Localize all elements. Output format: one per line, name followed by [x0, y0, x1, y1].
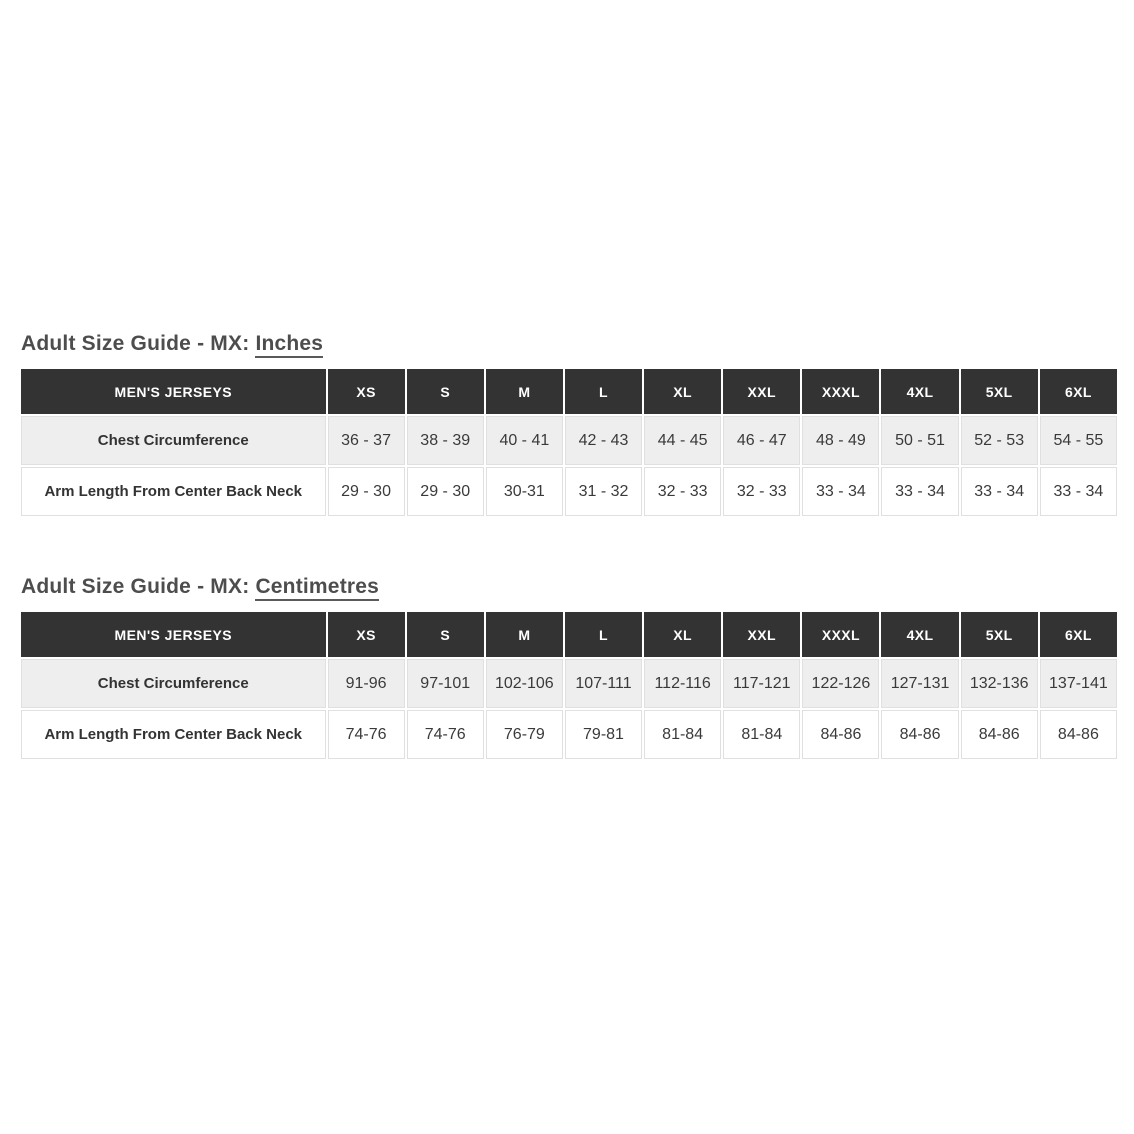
- size-guide-content: Adult Size Guide - MX: Inches MEN'S JERS…: [19, 332, 1119, 761]
- cell-value: 76-79: [485, 710, 563, 759]
- column-header-s: S: [406, 612, 484, 657]
- column-header-xxl: XXL: [723, 369, 801, 414]
- cell-value: 38 - 39: [406, 416, 484, 465]
- cell-value: 32 - 33: [723, 467, 801, 516]
- cell-value: 84-86: [881, 710, 959, 759]
- cell-value: 33 - 34: [802, 467, 880, 516]
- section-title-unit: Inches: [255, 332, 324, 358]
- cell-value: 40 - 41: [485, 416, 563, 465]
- row-label: Arm Length From Center Back Neck: [21, 467, 326, 516]
- cell-value: 74-76: [406, 710, 484, 759]
- size-guide-section-inches: Adult Size Guide - MX: Inches MEN'S JERS…: [19, 332, 1119, 518]
- section-title-unit: Centimetres: [255, 575, 380, 601]
- column-header-4xl: 4XL: [881, 369, 959, 414]
- cell-value: 33 - 34: [881, 467, 959, 516]
- column-header-6xl: 6XL: [1039, 369, 1117, 414]
- cell-value: 31 - 32: [564, 467, 643, 516]
- column-header-xs: XS: [327, 612, 405, 657]
- column-header-4xl: 4XL: [881, 612, 959, 657]
- cell-value: 46 - 47: [723, 416, 801, 465]
- table-row-chest: Chest Circumference 91-96 97-101 102-106…: [21, 659, 1117, 708]
- cell-value: 33 - 34: [960, 467, 1038, 516]
- column-header-xxxl: XXXL: [802, 369, 880, 414]
- column-header-l: L: [564, 612, 643, 657]
- cell-value: 84-86: [960, 710, 1038, 759]
- cell-value: 36 - 37: [327, 416, 405, 465]
- cell-value: 81-84: [723, 710, 801, 759]
- cell-value: 137-141: [1039, 659, 1117, 708]
- table-header-row: MEN'S JERSEYS XS S M L XL XXL XXXL 4XL 5…: [21, 612, 1117, 657]
- cell-value: 29 - 30: [327, 467, 405, 516]
- section-title-inches: Adult Size Guide - MX: Inches: [21, 332, 1119, 358]
- cell-value: 30-31: [485, 467, 563, 516]
- column-header-xl: XL: [644, 612, 722, 657]
- cell-value: 97-101: [406, 659, 484, 708]
- column-header-mens-jerseys: MEN'S JERSEYS: [21, 612, 326, 657]
- size-table-inches: MEN'S JERSEYS XS S M L XL XXL XXXL 4XL 5…: [19, 367, 1119, 518]
- column-header-6xl: 6XL: [1039, 612, 1117, 657]
- cell-value: 132-136: [960, 659, 1038, 708]
- cell-value: 48 - 49: [802, 416, 880, 465]
- row-label: Chest Circumference: [21, 659, 326, 708]
- column-header-xs: XS: [327, 369, 405, 414]
- row-label: Arm Length From Center Back Neck: [21, 710, 326, 759]
- cell-value: 79-81: [564, 710, 643, 759]
- row-label: Chest Circumference: [21, 416, 326, 465]
- cell-value: 54 - 55: [1039, 416, 1117, 465]
- cell-value: 84-86: [1039, 710, 1117, 759]
- cell-value: 52 - 53: [960, 416, 1038, 465]
- cell-value: 44 - 45: [644, 416, 722, 465]
- cell-value: 33 - 34: [1039, 467, 1117, 516]
- cell-value: 122-126: [802, 659, 880, 708]
- section-title-centimetres: Adult Size Guide - MX: Centimetres: [21, 575, 1119, 601]
- size-guide-section-centimetres: Adult Size Guide - MX: Centimetres MEN'S…: [19, 575, 1119, 761]
- section-title-prefix: Adult Size Guide - MX:: [21, 575, 256, 598]
- section-title-prefix: Adult Size Guide - MX:: [21, 332, 256, 355]
- cell-value: 50 - 51: [881, 416, 959, 465]
- column-header-s: S: [406, 369, 484, 414]
- table-row-chest: Chest Circumference 36 - 37 38 - 39 40 -…: [21, 416, 1117, 465]
- column-header-m: M: [485, 369, 563, 414]
- column-header-xl: XL: [644, 369, 722, 414]
- cell-value: 84-86: [802, 710, 880, 759]
- column-header-m: M: [485, 612, 563, 657]
- column-header-l: L: [564, 369, 643, 414]
- column-header-5xl: 5XL: [960, 612, 1038, 657]
- table-row-arm-length: Arm Length From Center Back Neck 74-76 7…: [21, 710, 1117, 759]
- cell-value: 117-121: [723, 659, 801, 708]
- cell-value: 127-131: [881, 659, 959, 708]
- cell-value: 112-116: [644, 659, 722, 708]
- cell-value: 81-84: [644, 710, 722, 759]
- column-header-mens-jerseys: MEN'S JERSEYS: [21, 369, 326, 414]
- cell-value: 32 - 33: [644, 467, 722, 516]
- column-header-5xl: 5XL: [960, 369, 1038, 414]
- table-header-row: MEN'S JERSEYS XS S M L XL XXL XXXL 4XL 5…: [21, 369, 1117, 414]
- cell-value: 91-96: [327, 659, 405, 708]
- cell-value: 29 - 30: [406, 467, 484, 516]
- cell-value: 74-76: [327, 710, 405, 759]
- column-header-xxxl: XXXL: [802, 612, 880, 657]
- cell-value: 102-106: [485, 659, 563, 708]
- cell-value: 107-111: [564, 659, 643, 708]
- table-row-arm-length: Arm Length From Center Back Neck 29 - 30…: [21, 467, 1117, 516]
- size-table-centimetres: MEN'S JERSEYS XS S M L XL XXL XXXL 4XL 5…: [19, 610, 1119, 761]
- column-header-xxl: XXL: [723, 612, 801, 657]
- cell-value: 42 - 43: [564, 416, 643, 465]
